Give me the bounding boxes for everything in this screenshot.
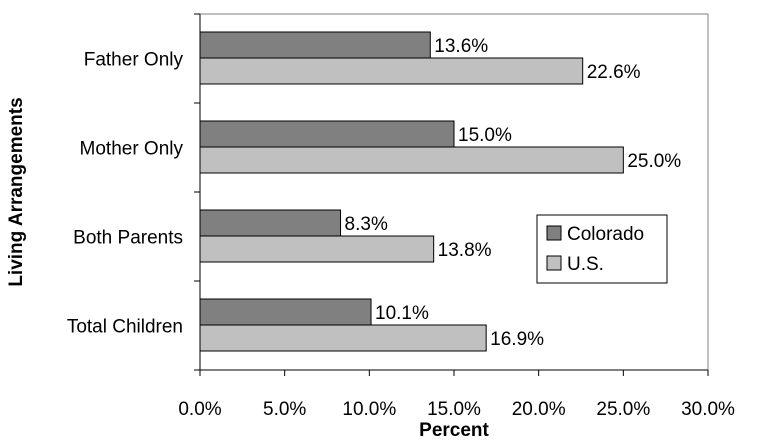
legend-swatch-colorado	[546, 225, 562, 241]
data-label-0-1: 15.0%	[458, 125, 512, 146]
x-tick-label-6: 30.0%	[681, 399, 735, 420]
x-tick-label-2: 10.0%	[342, 399, 396, 420]
x-tick-label-1: 5.0%	[263, 399, 306, 420]
x-tick-label-5: 25.0%	[596, 399, 650, 420]
bar-u-s-1	[199, 146, 624, 174]
y-tick-label-3: Total Children	[67, 317, 183, 338]
bar-colorado-0	[199, 31, 431, 59]
legend: Colorado U.S.	[536, 214, 668, 284]
data-label-0-3: 10.1%	[375, 303, 429, 324]
y-axis: Father Only Mother Only Both Parents Total …	[67, 13, 201, 371]
data-label-1-0: 22.6%	[587, 62, 641, 83]
legend-swatch-us	[546, 255, 562, 271]
data-label-1-2: 13.8%	[438, 240, 492, 261]
data-label-1-3: 16.9%	[490, 329, 544, 350]
bar-colorado-1	[199, 120, 455, 148]
legend-label-colorado: Colorado	[567, 224, 644, 245]
data-label-0-2: 8.3%	[345, 214, 388, 235]
bar-colorado-2	[199, 209, 342, 237]
x-tick-label-3: 15.0%	[427, 399, 481, 420]
y-tick-label-0: Father Only	[84, 50, 184, 71]
bars-layer: 13.6% 22.6% 15.0% 25.0% 8.3% 13.8% 10.1% 16.9%	[199, 31, 681, 352]
x-axis: 0.0% 5.0% 10.0% 15.0% 20.0% 25.0% 30.0%	[178, 369, 735, 420]
bar-u-s-0	[199, 57, 584, 85]
x-tick-label-0: 0.0%	[178, 399, 221, 420]
y-tick-label-2: Both Parents	[73, 228, 183, 249]
x-axis-title: Percent	[419, 420, 489, 441]
y-tick-label-1: Mother Only	[80, 139, 184, 160]
x-tick-label-4: 20.0%	[512, 399, 566, 420]
bar-colorado-3	[199, 298, 372, 326]
data-label-1-1: 25.0%	[627, 151, 681, 172]
bar-u-s-3	[199, 324, 487, 352]
data-label-0-0: 13.6%	[434, 36, 488, 57]
bar-u-s-2	[199, 235, 435, 263]
y-axis-title: Living Arrangements	[6, 97, 27, 286]
legend-label-us: U.S.	[567, 254, 604, 275]
